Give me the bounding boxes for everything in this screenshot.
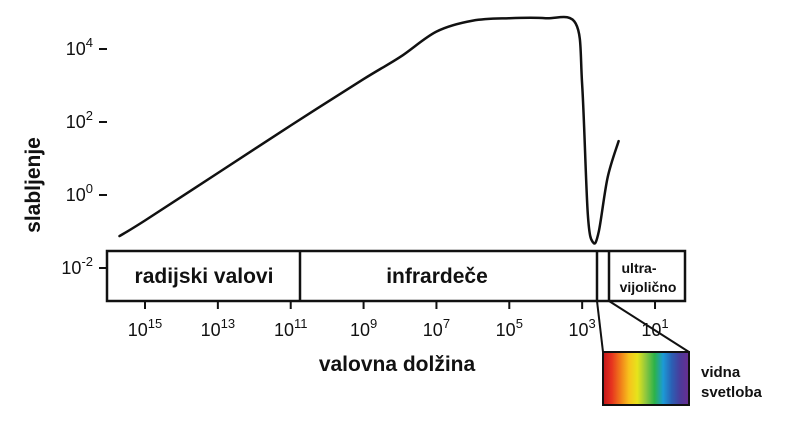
inset-connector-right <box>608 300 690 353</box>
inset-connector-left <box>596 300 604 353</box>
y-tick-label: 104 <box>66 35 93 59</box>
band-strip-frame <box>105 249 687 303</box>
y-tick-label: 10-2 <box>61 254 93 278</box>
band-label-radio: radijski valovi <box>135 265 274 288</box>
visible-light-label-line2: svetloba <box>701 384 763 401</box>
wavelength-band-strip: radijski valovi infrardeče ultra- vijoli… <box>105 249 687 303</box>
attenuation-curve <box>118 15 620 245</box>
x-axis-title: valovna dolžina <box>319 353 476 376</box>
x-tick-label: 1013 <box>201 316 236 340</box>
x-tick-label: 105 <box>496 316 523 340</box>
y-axis-title: slabljenje <box>22 137 45 233</box>
visible-spectrum-bar <box>602 351 690 406</box>
y-tick-label: 102 <box>66 108 93 132</box>
x-tick-label: 107 <box>423 316 450 340</box>
visible-light-label-line1: vidna <box>701 364 741 381</box>
band-label-ultraviolet-line2: vijolično <box>620 279 677 295</box>
band-label-ultraviolet-line1: ultra- <box>622 260 657 276</box>
x-tick-label: 1015 <box>128 316 163 340</box>
y-axis-ticks: 104 102 100 10-2 <box>61 35 107 278</box>
band-label-infrared: infrardeče <box>386 265 488 288</box>
x-axis-ticks: 1015 1013 1011 109 107 105 103 101 <box>128 301 669 340</box>
visible-light-inset: vidna svetloba <box>596 300 763 406</box>
x-tick-label: 103 <box>569 316 596 340</box>
x-tick-label: 109 <box>350 316 377 340</box>
y-tick-label: 100 <box>66 181 93 205</box>
x-tick-label: 1011 <box>274 316 308 340</box>
